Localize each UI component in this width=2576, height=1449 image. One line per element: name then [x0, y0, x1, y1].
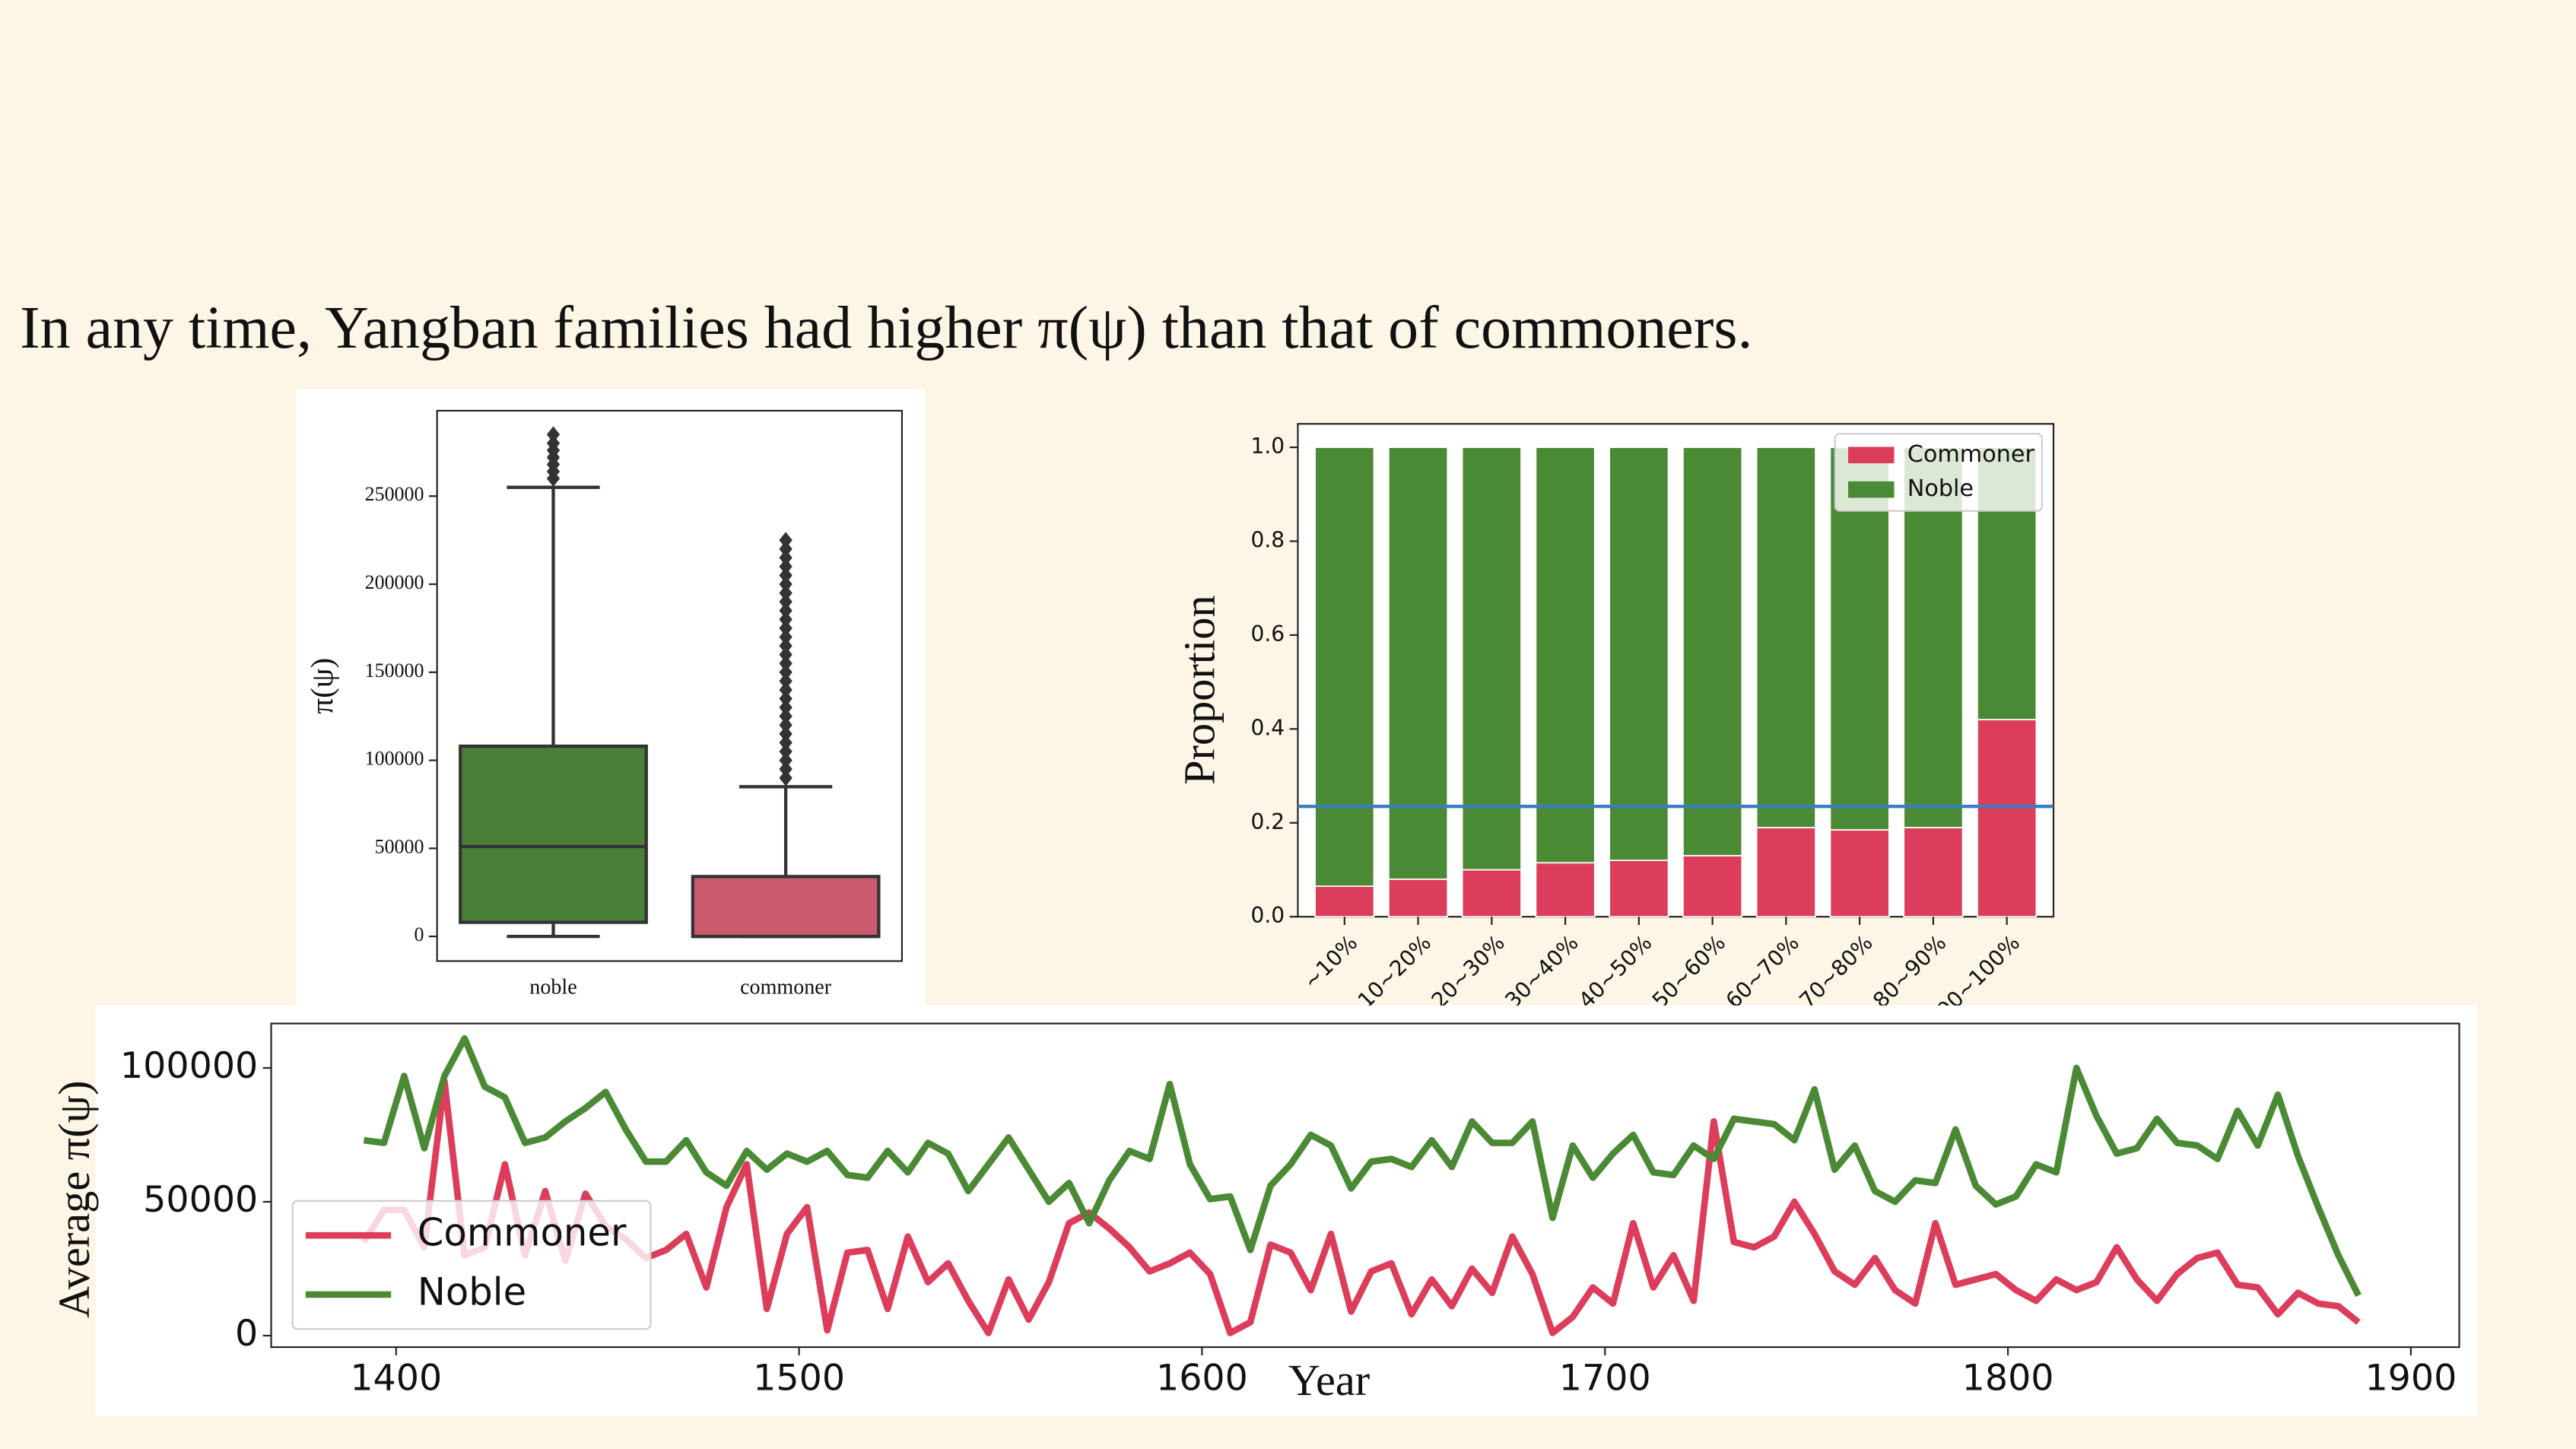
flier — [779, 637, 792, 654]
y-axis-label: Average π(ψ) — [49, 1080, 99, 1317]
y-tick-label: 50000 — [375, 835, 424, 857]
flier — [779, 734, 792, 752]
flier — [779, 726, 792, 742]
flier — [779, 646, 792, 663]
y-tick-label: 0.6 — [1251, 621, 1285, 647]
x-tick-label: 1400 — [350, 1357, 442, 1399]
bar-segment — [1314, 885, 1375, 918]
x-tick-label: 1500 — [753, 1357, 845, 1399]
legend-swatch — [1848, 481, 1895, 498]
bar-segment — [1609, 860, 1669, 918]
flier — [779, 540, 792, 558]
x-axis-label: Year — [1288, 1355, 1370, 1405]
y-axis-label: Proportion — [1175, 595, 1224, 784]
bar-segment — [1903, 827, 1964, 918]
bar-segment — [1755, 827, 1816, 918]
bar-segment — [1755, 446, 1816, 828]
bar-segment — [1535, 862, 1596, 918]
flier — [779, 567, 792, 584]
slide-heading: In any time, Yangban families had higher… — [20, 294, 1752, 361]
bar-segment — [1461, 446, 1522, 871]
flier — [779, 584, 792, 602]
x-tick-label: 1600 — [1156, 1357, 1248, 1399]
legend-swatch — [1848, 446, 1895, 464]
flier — [779, 628, 792, 646]
boxplot: 0 50000 100000 150000 200000 250000 noble commo… — [304, 409, 904, 999]
flier — [779, 717, 792, 734]
line-chart: 0 50000 100000 1400 1500 1600 1700 1800 1900 Comm… — [49, 1022, 2460, 1405]
y-tick-label: 200000 — [365, 571, 424, 593]
bar-segment — [1535, 446, 1596, 864]
flier — [779, 699, 792, 716]
flier — [779, 672, 792, 690]
stacked-bar-chart: 0.00.20.40.60.81.0~10%10~20%20~30%30~40%… — [1175, 423, 2055, 1023]
bar-segment — [1977, 719, 2038, 918]
plot-frame — [436, 409, 904, 962]
y-tick-label: 0 — [414, 923, 424, 945]
bar-segment — [1682, 855, 1743, 918]
y-tick-label: 50000 — [143, 1179, 258, 1221]
y-tick-label: 1.0 — [1251, 434, 1285, 459]
bar-segment — [1387, 878, 1449, 918]
y-axis-label: π(ψ) — [304, 658, 339, 714]
y-tick-label: 100000 — [365, 748, 424, 770]
bar-segment — [1682, 446, 1743, 856]
x-tick-label: commoner — [740, 976, 832, 999]
flier — [779, 532, 792, 548]
bar-segment — [1609, 446, 1669, 862]
y-tick-label: 150000 — [365, 659, 424, 682]
flier — [546, 435, 561, 452]
y-tick-label: 100000 — [120, 1045, 258, 1087]
flier — [779, 620, 792, 637]
flier — [779, 593, 792, 610]
flier — [779, 663, 792, 681]
x-tick-label: 1800 — [1962, 1357, 2054, 1399]
legend-label: Commoner — [418, 1211, 627, 1255]
line-series — [361, 1078, 2361, 1336]
flier — [779, 611, 792, 628]
y-tick-label: 250000 — [365, 483, 424, 505]
flier — [779, 761, 792, 777]
flier — [779, 602, 792, 619]
bar-segment — [1829, 829, 1890, 918]
flier — [779, 769, 792, 786]
flier — [779, 558, 792, 575]
flier — [779, 743, 792, 760]
box — [691, 875, 881, 939]
flier — [779, 576, 792, 593]
legend-label: Commoner — [1907, 441, 2035, 468]
flier — [779, 707, 792, 725]
flier — [779, 549, 792, 567]
x-tick-label: 1900 — [2365, 1357, 2457, 1399]
bar-segment — [1461, 869, 1522, 918]
y-tick-label: 0.2 — [1251, 809, 1285, 834]
x-tick-label: noble — [529, 976, 577, 999]
bar-segment — [1387, 446, 1449, 880]
bar-segment — [1314, 446, 1375, 887]
y-tick-label: 0 — [235, 1313, 258, 1355]
y-tick-label: 0.0 — [1251, 903, 1285, 928]
flier — [779, 655, 792, 672]
plot-frame — [270, 1022, 2460, 1349]
flier — [779, 752, 792, 769]
box — [459, 744, 648, 924]
legend-label: Noble — [418, 1269, 526, 1314]
y-tick-label: 0.4 — [1251, 715, 1285, 740]
flier — [779, 690, 792, 707]
flier — [779, 682, 792, 698]
legend-label: Noble — [1907, 475, 1974, 502]
y-tick-label: 0.8 — [1251, 528, 1285, 553]
x-tick-label: 1700 — [1559, 1357, 1651, 1399]
flier — [546, 426, 561, 443]
line-series — [363, 1034, 2362, 1298]
